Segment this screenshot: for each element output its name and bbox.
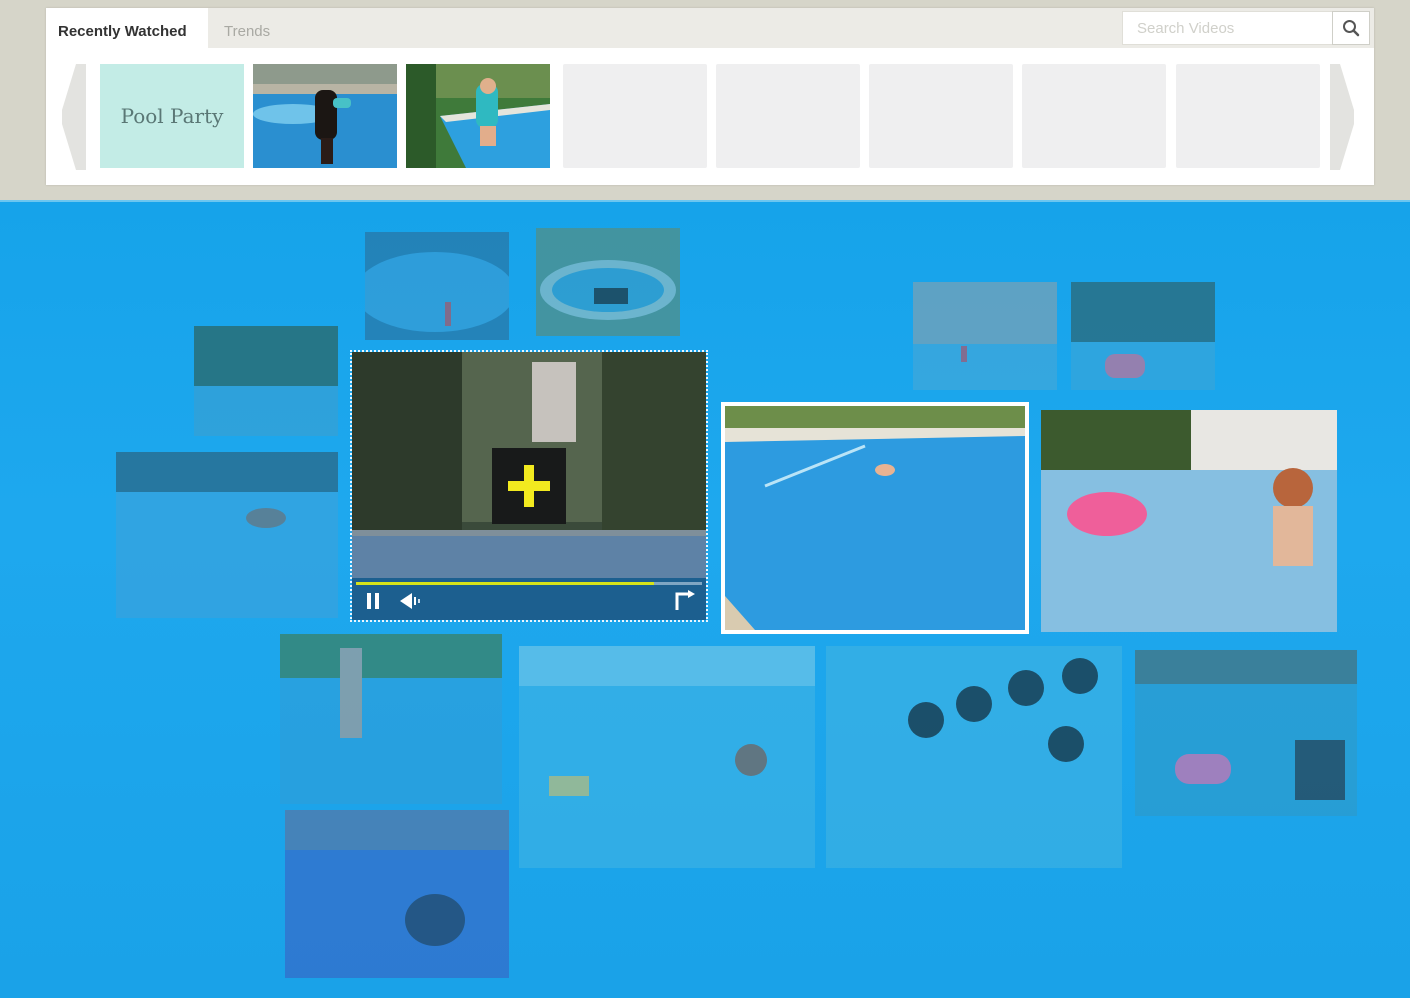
video-thumbnail-image (519, 646, 815, 868)
recent-video-thumbnail[interactable] (406, 64, 550, 168)
fullscreen-icon[interactable] (674, 590, 696, 612)
recent-videos-panel: Recently Watched Trends Pool Party (46, 8, 1374, 185)
video-tile[interactable] (194, 326, 338, 436)
video-thumbnail-image (194, 326, 338, 436)
video-cloud-canvas (0, 200, 1410, 998)
video-thumbnail-image (253, 64, 397, 168)
tab-recently-watched[interactable]: Recently Watched (46, 8, 208, 48)
add-to-collection-button[interactable] (492, 448, 566, 524)
tab-bar: Recently Watched Trends (46, 8, 1374, 48)
chevron-right-icon[interactable] (1330, 64, 1362, 170)
video-tile[interactable] (285, 810, 509, 978)
empty-thumbnail-slot (563, 64, 707, 168)
tab-trends[interactable]: Trends (224, 23, 271, 40)
empty-thumbnail-slot (716, 64, 860, 168)
video-tile[interactable] (1135, 650, 1357, 816)
video-thumbnail-image (285, 810, 509, 978)
video-thumbnail-image (280, 634, 502, 804)
video-thumbnail-image (536, 228, 680, 336)
search-button[interactable] (1332, 11, 1370, 45)
selected-video-tile[interactable] (721, 402, 1029, 634)
video-tile[interactable] (116, 452, 338, 618)
video-thumbnail-image (1135, 650, 1357, 816)
search-box (1122, 11, 1332, 45)
video-tile[interactable] (1071, 282, 1215, 390)
volume-icon[interactable] (398, 590, 426, 612)
chevron-left-icon[interactable] (54, 64, 86, 170)
empty-thumbnail-slot (1176, 64, 1320, 168)
video-tile[interactable] (280, 634, 502, 804)
collection-card-pool-party[interactable]: Pool Party (100, 64, 244, 168)
video-tile[interactable] (365, 232, 509, 340)
video-tile[interactable] (536, 228, 680, 336)
video-thumbnail-image (913, 282, 1057, 390)
video-thumbnail-image (406, 64, 550, 168)
pause-icon[interactable] (364, 590, 382, 612)
video-thumbnail-image (116, 452, 338, 618)
video-thumbnail-image (826, 646, 1122, 868)
empty-thumbnail-slot (869, 64, 1013, 168)
empty-thumbnail-slot (1022, 64, 1166, 168)
plus-icon (508, 465, 550, 507)
search-icon (1343, 20, 1360, 37)
video-tile[interactable] (519, 646, 815, 868)
recent-video-thumbnail[interactable] (253, 64, 397, 168)
video-thumbnail-image (1041, 410, 1337, 632)
video-tile[interactable] (913, 282, 1057, 390)
video-thumbnail-image (365, 232, 509, 340)
search-input[interactable] (1123, 12, 1332, 44)
recent-thumbnail-strip: Pool Party (46, 62, 1374, 174)
video-thumbnail-image (725, 406, 1025, 630)
player-controls (352, 578, 706, 620)
active-video-player[interactable] (350, 350, 708, 622)
video-thumbnail-image (1071, 282, 1215, 390)
video-tile[interactable] (826, 646, 1122, 868)
collection-label: Pool Party (120, 104, 224, 128)
progress-bar[interactable] (356, 582, 702, 585)
progress-fill (356, 582, 654, 585)
video-tile[interactable] (1041, 410, 1337, 632)
